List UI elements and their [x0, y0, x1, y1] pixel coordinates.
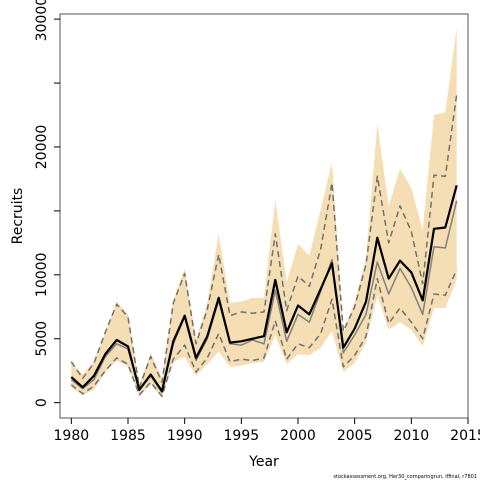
upper-dashed-line — [70, 94, 458, 389]
x-tick-label: 1995 — [224, 428, 260, 444]
lower-dashed-line — [70, 269, 458, 398]
x-tick-label: 2010 — [394, 428, 430, 444]
estimate-line — [70, 185, 458, 393]
x-tick-label: 2005 — [337, 428, 373, 444]
confidence-band — [71, 28, 457, 398]
x-tick-label: 1990 — [167, 428, 203, 444]
y-axis-title: Recruits — [10, 188, 26, 245]
x-tick-label: 1980 — [54, 428, 90, 444]
x-axis-title: Year — [248, 454, 279, 470]
y-tick-label: 10000 — [34, 253, 50, 298]
y-tick-label: 0 — [34, 398, 50, 407]
plot-frame — [59, 13, 469, 419]
source-annotation: stockassessment.org, Her30_comparingrun,… — [333, 474, 477, 480]
x-tick-label: 1985 — [110, 428, 146, 444]
y-tick-label: 5000 — [34, 321, 50, 357]
y-axis: 0 5000 10000 20000 30000 — [34, 0, 60, 407]
x-tick-label: 2015 — [450, 428, 480, 444]
plot-area — [70, 28, 458, 398]
y-tick-label: 30000 — [34, 0, 50, 41]
x-axis: 1980 1985 1990 1995 2000 2005 2010 2015 — [54, 418, 480, 444]
y-tick-label: 20000 — [34, 125, 50, 170]
x-tick-label: 2000 — [280, 428, 316, 444]
